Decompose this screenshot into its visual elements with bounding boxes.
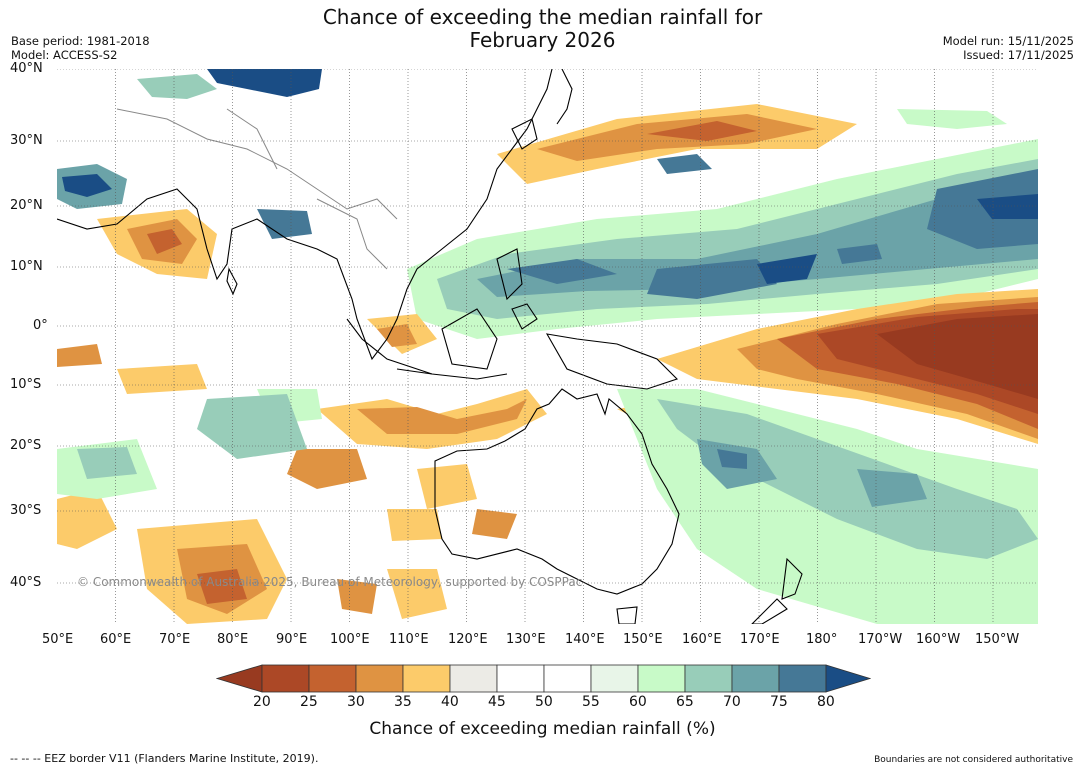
- colorbar-cell-40_45: [449, 664, 498, 693]
- colorbar-extend-low: [216, 664, 263, 693]
- lon-label-170e: 170°E: [740, 632, 780, 647]
- lon-label-150e: 150°E: [623, 632, 663, 647]
- colorbar-tick-25: 25: [300, 694, 318, 710]
- lon-label-120e: 120°E: [448, 632, 488, 647]
- colorbar-tick-45: 45: [488, 694, 506, 710]
- region-south-pacific-wet: [57, 389, 1038, 624]
- lat-label-10s: 10°S: [10, 377, 42, 392]
- colorbar-cell-35_40: [402, 664, 451, 693]
- copyright-text: © Commonwealth of Australia 2025, Bureau…: [77, 575, 583, 589]
- colorbar-title: Chance of exceeding median rainfall (%): [369, 719, 716, 739]
- base-period-label: Base period: 1981-2018: [11, 34, 150, 48]
- lat-label-20s: 20°S: [10, 438, 42, 453]
- lat-label-40n: 40°N: [10, 61, 43, 76]
- lat-label-0: 0°: [33, 318, 48, 333]
- lon-label-60e: 60°E: [100, 632, 132, 647]
- asia-coastlines: [57, 69, 679, 390]
- region-central-pacific-dry: [617, 289, 1038, 444]
- lat-label-30s: 30°S: [10, 503, 42, 518]
- colorbar-tick-60: 60: [629, 694, 647, 710]
- colorbar-cell-60_65: [637, 664, 686, 693]
- region-north-pacific-dry: [497, 104, 1007, 184]
- rainfall-map[interactable]: © Commonwealth of Australia 2025, Bureau…: [57, 69, 1038, 624]
- colorbar-tick-80: 80: [817, 694, 835, 710]
- colorbar-tick-55: 55: [582, 694, 600, 710]
- colorbar-extend-high: [825, 664, 871, 693]
- lon-label-80e: 80°E: [217, 632, 249, 647]
- lon-label-140e: 140°E: [565, 632, 605, 647]
- lat-label-20n: 20°N: [10, 198, 43, 213]
- region-tibet-wet: [57, 69, 322, 239]
- lon-label-90e: 90°E: [276, 632, 308, 647]
- colorbar-cell-45_50: [496, 664, 545, 693]
- colorbar-tick-20: 20: [253, 694, 271, 710]
- lon-label-160w: 160°W: [916, 632, 961, 647]
- lon-label-70e: 70°E: [159, 632, 191, 647]
- lat-label-10n: 10°N: [10, 259, 43, 274]
- lon-label-130e: 130°E: [506, 632, 546, 647]
- colorbar-cell-55_60: [590, 664, 639, 693]
- colorbar-cell-30_35: [355, 664, 404, 693]
- lon-label-180: 180°: [806, 632, 838, 647]
- lat-label-40s: 40°S: [10, 575, 42, 590]
- region-north-australia-dry: [287, 314, 547, 541]
- australia-land: [434, 388, 680, 624]
- lon-label-150w: 150°W: [975, 632, 1020, 647]
- lat-label-30n: 30°N: [10, 133, 43, 148]
- map-canvas: [57, 69, 1038, 624]
- colorbar-tick-75: 75: [770, 694, 788, 710]
- eez-border-note: -- -- -- EEZ border V11 (Flanders Marine…: [10, 752, 319, 765]
- country-borders: [116, 108, 398, 270]
- lon-label-100e: 100°E: [330, 632, 370, 647]
- lon-label-110e: 110°E: [389, 632, 429, 647]
- issued-label: Issued: 17/11/2025: [963, 48, 1074, 62]
- colorbar-tick-65: 65: [676, 694, 694, 710]
- colorbar-cell-25_30: [308, 664, 357, 693]
- gridlines: [57, 69, 1038, 624]
- colorbar-tick-35: 35: [394, 694, 412, 710]
- region-southern-indian-ocean-dry: [57, 489, 447, 624]
- chart-title-line1: Chance of exceeding the median rainfall …: [322, 5, 763, 29]
- colorbar-tick-40: 40: [441, 694, 459, 710]
- region-west-pacific-wet: [407, 139, 1038, 339]
- colorbar-tick-70: 70: [723, 694, 741, 710]
- lon-label-160e: 160°E: [682, 632, 722, 647]
- boundaries-disclaimer: Boundaries are not considered authoritat…: [874, 755, 1073, 765]
- new-zealand-land: [751, 557, 803, 624]
- colorbar-cell-20_25: [261, 664, 310, 693]
- colorbar-cell-65_70: [684, 664, 733, 693]
- colorbar: [216, 664, 871, 693]
- colorbar-cell-70_75: [731, 664, 780, 693]
- lon-label-50e: 50°E: [42, 632, 74, 647]
- region-india-dry: [57, 209, 217, 394]
- model-label: Model: ACCESS-S2: [11, 48, 118, 62]
- lon-label-170w: 170°W: [858, 632, 903, 647]
- colorbar-cell-75_80: [778, 664, 827, 693]
- model-run-label: Model run: 15/11/2025: [942, 34, 1074, 48]
- chart-title-line2: February 2026: [469, 28, 616, 52]
- colorbar-cell-50_55: [543, 664, 592, 693]
- colorbar-tick-50: 50: [535, 694, 553, 710]
- colorbar-tick-30: 30: [347, 694, 365, 710]
